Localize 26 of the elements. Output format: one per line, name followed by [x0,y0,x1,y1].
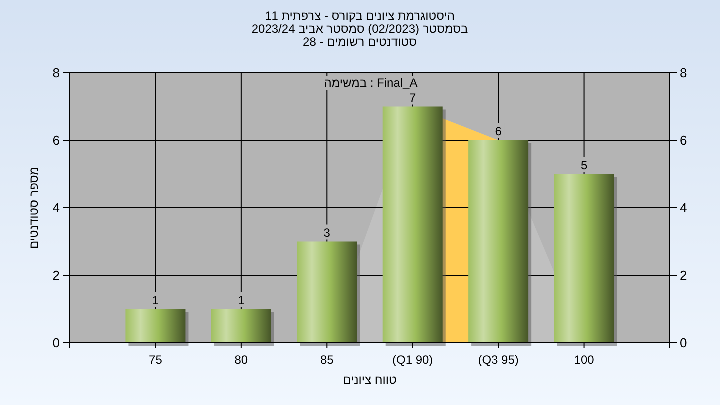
y-tick-label: 0 [52,336,60,350]
y-tick-label: 6 [52,133,60,148]
data-label: 7 [410,90,417,105]
y2-tick-label: 4 [680,200,688,216]
x-tick-label: 85 [320,353,334,367]
x-tick-label: 75 [149,353,163,367]
data-label: 5 [580,158,588,172]
y2-tick-label: 8 [680,66,688,80]
data-label: 6 [495,124,502,138]
x-tick-label: (Q1 90) [392,353,434,367]
x-tick-label: 100 [574,353,595,367]
y2-tick-label: 2 [680,268,688,283]
x-tick-label: (Q3 95) [478,353,519,367]
chart-title: היסטוגרמת ציונים בקורס - צרפתית 11 בסמסטר (02/2023) סמסטר אביב 2023/24 סטודנטים רשומים - 28 [252,9,468,49]
data-label: 1 [238,293,246,308]
x-tick-label: 80 [234,353,248,367]
y-tick-label: 4 [52,200,60,216]
annotation: במשימה : Final_A [324,76,418,90]
y-axis-title: מספר סטודנטים [27,166,41,250]
y-tick-label: 2 [52,268,60,283]
x-axis-title: טווח ציונים [343,373,398,387]
data-label: 1 [152,293,160,308]
data-label: 3 [324,226,331,240]
y-tick-label: 8 [52,66,60,80]
y2-tick-label: 0 [680,336,688,350]
y2-tick-label: 6 [680,133,688,148]
